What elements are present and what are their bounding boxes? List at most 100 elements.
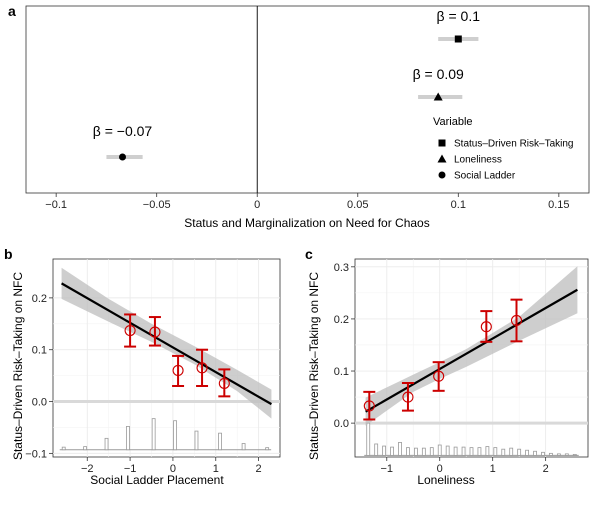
histogram-bar [564,453,569,456]
binned-mean-point [433,370,445,382]
estimate-point-circle [119,153,127,161]
histogram-bar [572,453,577,456]
panel-a-label: a [8,3,16,19]
fit-line [365,288,578,413]
histogram-bar [374,443,379,456]
x-tick-label: 0 [437,463,443,475]
histogram-bar [485,446,490,456]
histogram-bar [390,446,394,456]
histogram-bar [61,446,66,451]
histogram-bar [151,418,156,451]
histogram-bar [477,447,482,456]
x-tick-label: 1 [490,463,496,475]
confidence-band [365,266,578,426]
histogram-bar [445,445,450,456]
y-tick-label: 0.1 [334,366,349,378]
histogram-bar [398,442,402,456]
panel-b: b −2 −1 0 1 2 −0.1 0.0 0.1 0.2 Social Ladder Pla… [4,246,281,487]
histogram-bar [525,449,530,456]
panel-a-x-axis: −0.1 −0.05 0 0.05 0.1 0.15 [45,193,570,211]
x-tick-label: 0.05 [347,199,368,211]
panel-b-y-axis-title: Status–Driven Risk–Taking on NFC [11,272,25,460]
histogram-bar [549,452,553,456]
estimate-point-triangle [433,92,443,101]
y-tick-label: 0.1 [32,345,47,357]
x-tick-label: 0 [170,463,176,475]
x-tick-label: 1 [213,463,219,475]
legend-triangle-icon [437,154,447,163]
panel-c-plot: −1 0 1 2 0.0 0.1 0.2 0.3 [334,258,589,475]
histogram-bar [469,447,474,456]
panel-c-x-axis-title: Loneliness [417,473,474,487]
histogram-bar [241,443,246,451]
histogram-bar [173,420,177,451]
histogram-bar [461,446,466,456]
estimate-point-square [454,35,462,43]
y-tick-label: −0.1 [25,448,47,460]
legend-title: Variable [433,116,473,128]
x-tick-label: −1 [124,463,137,475]
legend-entry: Social Ladder [454,171,516,182]
histogram-bar [429,447,434,456]
y-tick-label: 0.2 [334,314,349,326]
binned-mean-point [402,391,414,403]
panel-c-label: c [305,246,313,262]
x-tick-label: −1 [380,463,393,475]
x-tick-label: 2 [543,463,549,475]
x-tick-label: −0.1 [45,199,67,211]
x-tick-label: 0.15 [548,199,569,211]
histogram-bar [265,447,270,451]
fit-line [61,282,272,406]
histogram-bar [126,426,130,451]
coefficient-label: β = 0.1 [437,8,481,24]
histogram-bar [556,453,561,456]
panel-b-plot: −2 −1 0 1 2 −0.1 0.0 0.1 0.2 [25,258,281,475]
x-tick-label: −2 [81,463,94,475]
y-tick-label: 0.0 [32,397,47,409]
y-tick-label: 0.3 [334,262,349,274]
histogram-bar [437,444,442,456]
x-tick-label: −0.05 [143,199,171,211]
histogram-bar [541,451,545,456]
panel-b-label: b [4,246,13,262]
binned-mean-point [124,324,136,337]
x-tick-label: 2 [256,463,262,475]
histogram-bar [493,447,498,456]
panel-a-frame [25,5,590,194]
histogram-bar [413,447,418,456]
panel-a: a −0.1 −0.05 0 0.05 0.1 0.15 β = 0.1β = 0.09β… [8,3,590,230]
histogram-bar [517,448,522,456]
legend-entry: Loneliness [454,155,502,166]
binned-mean-point [218,377,230,389]
legend-entry: Status–Driven Risk–Taking [454,139,574,150]
legend-square-icon [438,139,446,147]
y-tick-label: 0.2 [32,293,47,305]
coefficient-label: β = 0.09 [413,66,464,82]
histogram-bar [83,446,88,451]
panel-b-x-axis-title: Social Ladder Placement [90,473,224,487]
binned-mean-point [196,362,208,374]
histogram-bar [406,447,410,456]
histogram-bar [501,448,506,456]
panel-c: c −1 0 1 2 0.0 0.1 0.2 0.3 Loneliness Status–Dr… [305,246,589,487]
binned-mean-point [363,400,375,412]
x-tick-label: 0.1 [451,199,466,211]
histogram-bar [104,437,109,451]
panel-a-marks: β = 0.1 β = 0.09 β = −0.07 Variable Status–D… [93,6,574,193]
histogram-bar [382,445,387,456]
histogram-bar [366,422,371,456]
x-tick-label: 0 [254,199,260,211]
panel-a-x-axis-title: Status and Marginalization on Need for C… [184,216,429,230]
histogram-bar [533,450,537,456]
histogram-bar [218,432,222,451]
histogram-bar [509,447,514,456]
y-tick-label: 0.0 [334,418,349,430]
legend-circle-icon [438,171,446,179]
binned-mean-point [480,321,492,333]
binned-mean-point [510,314,523,327]
histogram-bar [421,447,426,456]
binned-mean-point [172,364,184,376]
histogram-bar [194,430,199,451]
panel-c-y-axis-title: Status–Driven Risk–Taking on NFC [307,272,321,460]
